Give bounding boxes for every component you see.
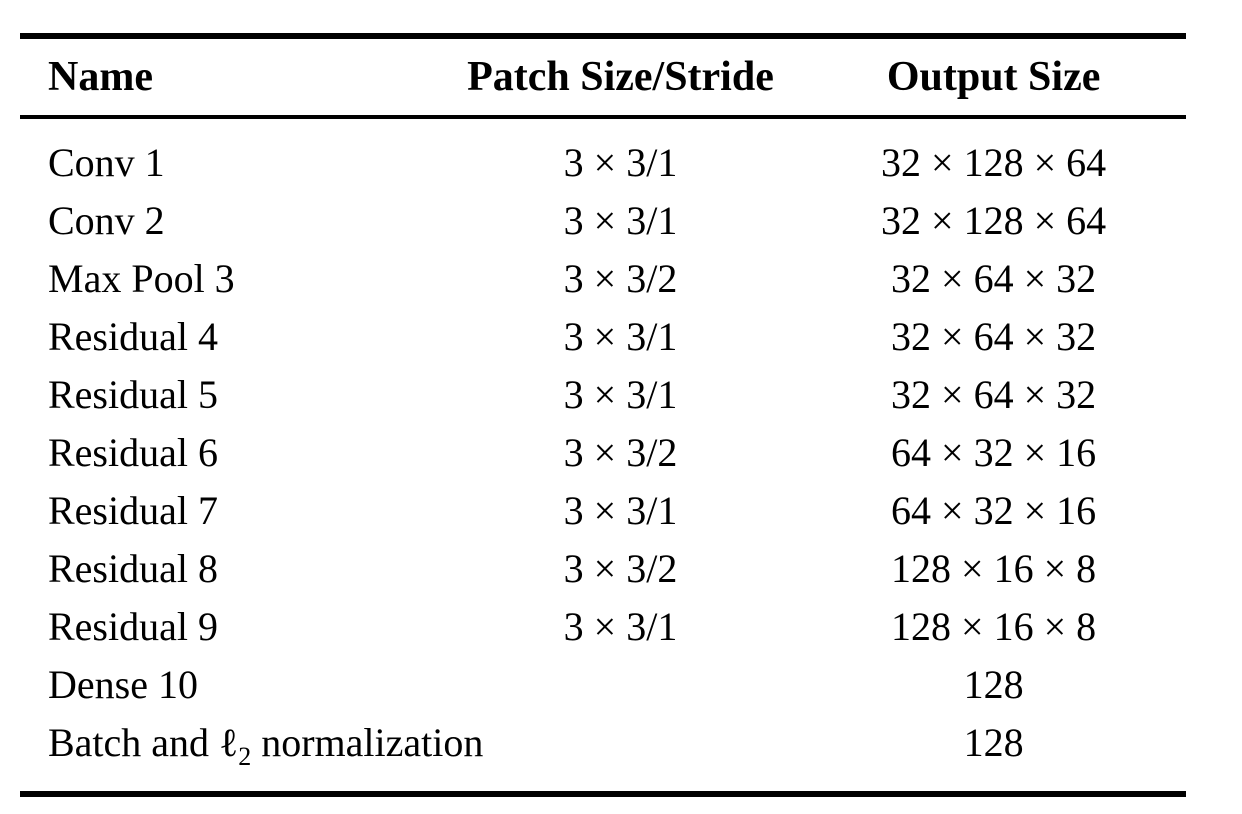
cell-patch — [440, 655, 801, 713]
cell-name: Dense 10 — [48, 661, 198, 707]
ell-symbol: ℓ — [219, 719, 239, 765]
cell-output: 32 × 64 × 32 — [891, 255, 1097, 301]
cell-patch: 3 × 3/1 — [563, 197, 678, 243]
cell-patch: 3 × 3/1 — [563, 603, 678, 649]
table-row: Batch and ℓ2 normalization 128 — [20, 713, 1186, 771]
table-row: Dense 10 128 — [20, 655, 1186, 713]
table-row: Residual 8 3 × 3/2 128 × 16 × 8 — [20, 539, 1186, 597]
cell-patch: 3 × 3/1 — [563, 139, 678, 185]
table-row: Residual 4 3 × 3/1 32 × 64 × 32 — [20, 307, 1186, 365]
column-header-name: Name — [20, 39, 440, 119]
cell-name: Residual 6 — [48, 429, 218, 475]
cell-name: Conv 2 — [48, 197, 165, 243]
cell-output: 64 × 32 × 16 — [891, 487, 1097, 533]
cell-output: 32 × 64 × 32 — [891, 371, 1097, 417]
column-header-output: Output Size — [801, 39, 1186, 119]
table-header: Name Patch Size/Stride Output Size — [20, 39, 1186, 119]
cell-output: 128 × 16 × 8 — [891, 545, 1097, 591]
cell-output: 128 × 16 × 8 — [891, 603, 1097, 649]
cell-name: Residual 9 — [48, 603, 218, 649]
cell-patch: 3 × 3/1 — [563, 371, 678, 417]
cell-output: 128 — [963, 719, 1024, 765]
table-row: Residual 5 3 × 3/1 32 × 64 × 32 — [20, 365, 1186, 423]
table-row: Residual 9 3 × 3/1 128 × 16 × 8 — [20, 597, 1186, 655]
cell-patch: 3 × 3/2 — [563, 255, 678, 301]
cell-patch: 3 × 3/1 — [563, 487, 678, 533]
cell-output: 128 — [963, 661, 1024, 707]
table-row: Max Pool 3 3 × 3/2 32 × 64 × 32 — [20, 249, 1186, 307]
cnn-architecture-table: Name Patch Size/Stride Output Size Conv … — [20, 33, 1186, 797]
cell-output: 32 × 64 × 32 — [891, 313, 1097, 359]
cell-name: Residual 7 — [48, 487, 218, 533]
table-row: Conv 2 3 × 3/1 32 × 128 × 64 — [20, 191, 1186, 249]
architecture-table: Name Patch Size/Stride Output Size Conv … — [20, 39, 1186, 771]
cell-name: Residual 5 — [48, 371, 218, 417]
cell-name: Conv 1 — [48, 139, 165, 185]
column-header-patch: Patch Size/Stride — [439, 39, 802, 119]
ell-subscript: 2 — [238, 741, 252, 771]
cell-name: Max Pool 3 — [48, 255, 235, 301]
cell-output: 32 × 128 × 64 — [881, 197, 1107, 243]
cell-patch: 3 × 3/1 — [563, 313, 678, 359]
cell-patch — [440, 713, 801, 771]
cell-name: Residual 4 — [48, 313, 218, 359]
cell-name: Batch and ℓ2 normalization — [20, 713, 483, 771]
cell-output: 64 × 32 × 16 — [891, 429, 1097, 475]
cell-name: Residual 8 — [48, 545, 218, 591]
cell-patch: 3 × 3/2 — [563, 429, 678, 475]
table-body: Conv 1 3 × 3/1 32 × 128 × 64 Conv 2 3 × … — [20, 117, 1186, 771]
cell-output: 32 × 128 × 64 — [881, 139, 1107, 185]
row-name-text: Batch and — [48, 719, 220, 765]
table-row: Residual 7 3 × 3/1 64 × 32 × 16 — [20, 481, 1186, 539]
table-row: Conv 1 3 × 3/1 32 × 128 × 64 — [20, 117, 1186, 191]
row-name-text: normalization — [251, 719, 484, 765]
header-row: Name Patch Size/Stride Output Size — [20, 39, 1186, 119]
table-row: Residual 6 3 × 3/2 64 × 32 × 16 — [20, 423, 1186, 481]
cell-patch: 3 × 3/2 — [563, 545, 678, 591]
